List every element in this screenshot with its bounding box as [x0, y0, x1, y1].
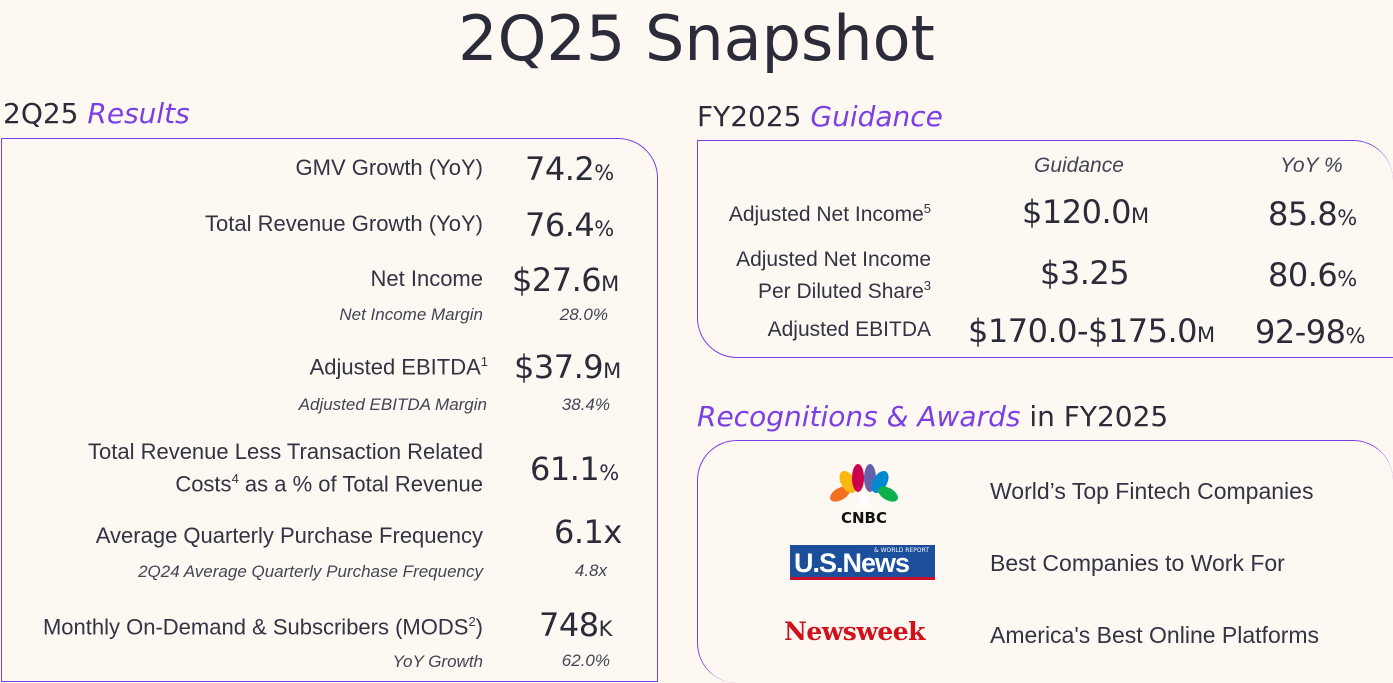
revenue-growth-label: Total Revenue Growth (YoY) — [205, 211, 483, 236]
adjusted-ebitda-value: $37.9M — [514, 348, 621, 386]
purchase-frequency-value: 6.1x — [554, 513, 622, 551]
adjusted-net-income-per-share-label: Adjusted Net Income Per Diluted Share3 — [736, 248, 931, 303]
adjusted-net-income-yoy: 85.8% — [1268, 195, 1357, 233]
net-income-margin-label: Net Income Margin — [339, 305, 483, 324]
guidance-adjusted-ebitda-value: $170.0-$175.0M — [968, 312, 1215, 350]
cnbc-logo: CNBC — [826, 462, 902, 527]
adjusted-net-income-per-share-guidance: $3.25 — [1040, 254, 1130, 292]
adjusted-ebitda-margin-value: 38.4% — [561, 395, 610, 414]
cnbc-peacock-icon — [830, 464, 898, 506]
mods-value: 748K — [539, 606, 612, 644]
prior-purchase-frequency-value: 4.8x — [574, 561, 607, 580]
mods-yoy-label: YoY Growth — [392, 652, 483, 671]
award-text-us-news: Best Companies to Work For — [990, 550, 1285, 576]
results-heading: 2Q25 Results — [3, 97, 190, 130]
award-text-newsweek: America's Best Online Platforms — [990, 622, 1320, 648]
guidance-adjusted-ebitda-label: Adjusted EBITDA — [767, 318, 931, 341]
guidance-adjusted-ebitda-yoy: 92-98% — [1255, 313, 1365, 351]
adjusted-net-income-label: Adjusted Net Income5 — [728, 201, 931, 226]
guidance-column-header: Guidance — [1034, 154, 1124, 177]
page-title: 2Q25 Snapshot — [458, 2, 935, 75]
gmv-growth-value: 74.2% — [525, 150, 614, 188]
adjusted-ebitda-label: Adjusted EBITDA1 — [309, 354, 488, 380]
prior-purchase-frequency-label: 2Q24 Average Quarterly Purchase Frequenc… — [138, 562, 483, 581]
net-income-label: Net Income — [370, 266, 484, 291]
guidance-heading: FY2025 Guidance — [697, 100, 943, 133]
adjusted-net-income-guidance: $120.0M — [1022, 193, 1149, 231]
mods-yoy-value: 62.0% — [561, 651, 610, 670]
results-panel — [1, 138, 658, 682]
purchase-frequency-label: Average Quarterly Purchase Frequency — [95, 523, 483, 548]
adjusted-ebitda-margin-label: Adjusted EBITDA Margin — [298, 395, 487, 414]
us-news-logo: & WORLD REPORT U.S.News — [790, 545, 935, 580]
revenue-growth-value: 76.4% — [525, 206, 614, 244]
revenue-less-costs-label: Total Revenue Less Transaction Related C… — [87, 439, 483, 497]
newsweek-logo: Newsweek — [784, 617, 926, 646]
award-text-cnbc: World’s Top Fintech Companies — [990, 478, 1314, 504]
gmv-growth-label: GMV Growth (YoY) — [295, 155, 483, 180]
awards-heading: Recognitions & Awards in FY2025 — [697, 400, 1169, 433]
revenue-less-costs-value: 61.1% — [530, 450, 619, 488]
guidance-panel — [697, 140, 1393, 358]
mods-label: Monthly On-Demand & Subscribers (MODS2) — [42, 614, 483, 640]
yoy-column-header: YoY % — [1280, 154, 1343, 177]
net-income-value: $27.6M — [512, 261, 619, 299]
adjusted-net-income-per-share-yoy: 80.6% — [1268, 256, 1357, 294]
net-income-margin-value: 28.0% — [559, 305, 608, 324]
